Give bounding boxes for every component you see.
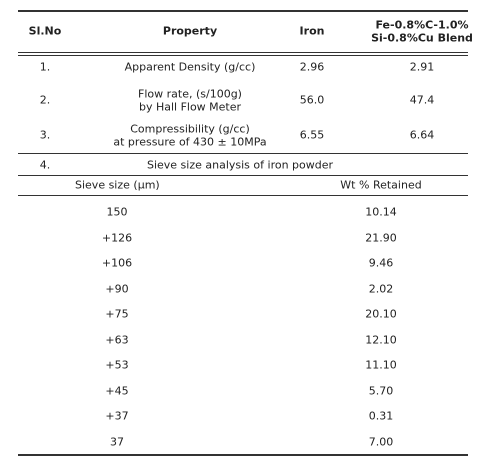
wt-retained: 11.10 xyxy=(365,358,397,372)
cell: 3. xyxy=(39,128,51,142)
sieve-header: Wt % Retained xyxy=(340,178,422,192)
wt-retained: 9.46 xyxy=(368,256,394,270)
header-cell: Iron xyxy=(299,24,325,38)
sieve-size: +75 xyxy=(105,307,129,321)
rule xyxy=(18,175,468,176)
rule xyxy=(18,55,468,56)
rule xyxy=(18,52,468,53)
header-cell: Property xyxy=(162,24,218,38)
rule xyxy=(18,10,468,12)
header-cell: Si-0.8%Cu Blend xyxy=(371,31,473,44)
cell: 56.0 xyxy=(299,93,325,107)
wt-retained: 21.90 xyxy=(365,231,397,244)
wt-retained: 0.31 xyxy=(368,409,394,423)
sieve-size: 150 xyxy=(106,205,128,219)
wt-retained: 10.14 xyxy=(365,205,397,219)
sieve-size: +53 xyxy=(105,358,129,372)
sieve-size: +37 xyxy=(105,409,129,423)
cell: 6.64 xyxy=(409,128,435,142)
cell: at pressure of 430 ± 10MPa xyxy=(113,135,267,148)
sieve-size: +63 xyxy=(105,333,129,346)
cell: 2.91 xyxy=(409,60,435,74)
sieve-size: +45 xyxy=(105,384,129,397)
sieve-size: +106 xyxy=(101,256,133,270)
cell: Compressibility (g/cc) xyxy=(130,122,250,135)
cell: 1. xyxy=(39,60,51,74)
wt-retained: 2.02 xyxy=(368,282,394,295)
cell: 6.55 xyxy=(299,128,325,142)
rule xyxy=(18,195,468,196)
sieve-size: +90 xyxy=(105,282,129,295)
cell: 2. xyxy=(39,93,51,107)
wt-retained: 20.10 xyxy=(365,307,397,321)
cell: Flow rate, (s/100g) xyxy=(138,87,242,100)
sieve-size: 37 xyxy=(110,435,124,448)
header-cell: Sl.No xyxy=(28,24,62,38)
cell: by Hall Flow Meter xyxy=(138,100,242,113)
sieve-header: Sieve size (μm) xyxy=(75,178,160,192)
wt-retained: 5.70 xyxy=(368,384,394,397)
wt-retained: 7.00 xyxy=(368,435,394,448)
cell: Apparent Density (g/cc) xyxy=(124,60,256,74)
rule xyxy=(18,454,468,456)
wt-retained: 12.10 xyxy=(365,333,397,346)
rule xyxy=(18,153,468,154)
section-number: 4. xyxy=(39,158,51,172)
cell: 2.96 xyxy=(299,60,325,74)
cell: 47.4 xyxy=(409,93,435,107)
sieve-size: +126 xyxy=(101,231,133,244)
section-title: Sieve size analysis of iron powder xyxy=(146,158,334,172)
header-cell: Fe-0.8%C-1.0% xyxy=(375,18,469,31)
